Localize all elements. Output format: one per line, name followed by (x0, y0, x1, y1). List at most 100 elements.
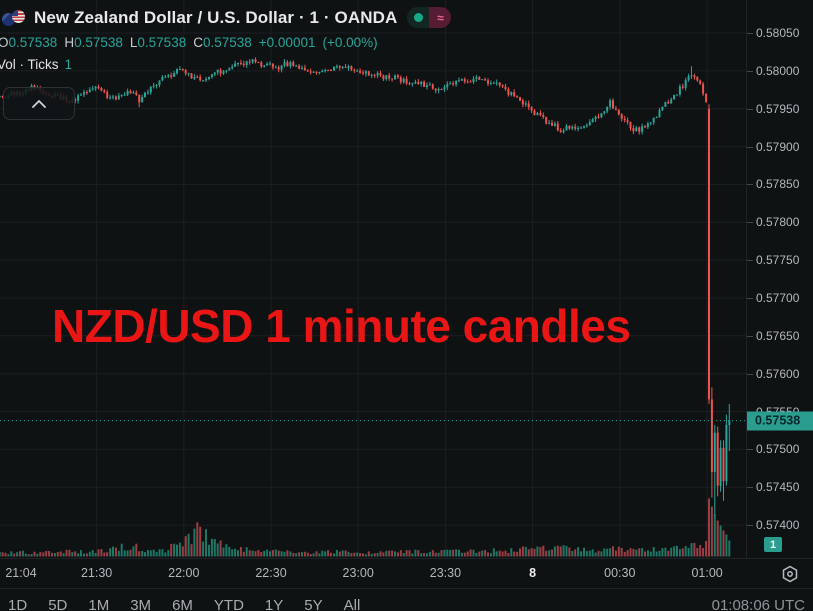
candle-body (106, 92, 109, 98)
candle-body (237, 63, 239, 64)
volume-bar (716, 520, 719, 557)
candle-body (164, 76, 167, 78)
candle-body (574, 126, 577, 129)
volume-bar (649, 551, 652, 557)
candle-body (385, 75, 388, 80)
candle-body (559, 130, 562, 133)
candlestick-chart-canvas[interactable] (0, 0, 746, 558)
symbol-title[interactable]: New Zealand Dollar / U.S. Dollar · 1 · O… (34, 7, 398, 27)
volume-bar (507, 553, 510, 557)
volume-bar (77, 553, 80, 557)
volume-bar (420, 553, 423, 557)
price-axis-tick (747, 487, 753, 489)
candle-body (208, 76, 210, 79)
symbol-row[interactable]: New Zealand Dollar / U.S. Dollar · 1 · O… (2, 7, 452, 28)
price-axis-tick (747, 449, 753, 451)
volume-bar (80, 550, 82, 557)
nzd-usd-flags-icon (2, 8, 26, 28)
candle-body (178, 69, 181, 70)
time-axis-label: 23:30 (429, 566, 462, 580)
candle-body (460, 79, 463, 81)
volume-bar (309, 554, 312, 557)
volume-bar (120, 543, 123, 557)
volume-bar (219, 540, 222, 557)
volume-bar (356, 552, 359, 557)
volume-bar (245, 547, 248, 557)
time-axis[interactable]: 21:04 21:30 22:00 22:30 23:00 23:30 8 00:30 01:0… (0, 558, 813, 589)
volume-bar (385, 550, 388, 557)
range-button-3m[interactable]: 3M (130, 597, 152, 611)
candle-body (359, 70, 362, 73)
volume-bar (469, 549, 472, 557)
volume-bar (333, 553, 335, 557)
candle-body (269, 63, 271, 65)
candle-body (463, 79, 466, 82)
volume-bar (187, 533, 190, 557)
candle-body (129, 91, 132, 94)
range-button-1y[interactable]: 1Y (264, 597, 284, 611)
volume-legend-label: Vol · Ticks (0, 57, 59, 72)
candle-body (283, 62, 286, 66)
volume-bar (362, 553, 364, 557)
range-button-ytd[interactable]: YTD (213, 597, 244, 611)
range-button-6m[interactable]: 6M (172, 597, 193, 611)
time-axis-label: 8 (529, 566, 537, 580)
volume-bar (533, 548, 536, 557)
range-button-all[interactable]: All (343, 597, 361, 611)
volume-bar (117, 550, 120, 557)
candle-body (138, 94, 141, 103)
volume-bar (693, 542, 696, 557)
volume-bar (559, 546, 562, 557)
candle-body (97, 86, 100, 89)
range-button-1d[interactable]: 1D (8, 597, 28, 611)
candle-body (123, 94, 126, 96)
price-axis[interactable]: 0.58050 0.58000 0.57950 0.57900 0.57850 0.578… (746, 0, 813, 588)
volume-bar (696, 547, 699, 557)
candle-body (77, 95, 80, 101)
candle-body (301, 67, 303, 69)
range-button-5y[interactable]: 5Y (304, 597, 323, 611)
volume-bar (91, 550, 94, 557)
volume-bar (269, 551, 271, 557)
volume-bar (492, 548, 495, 557)
volume-bar (225, 544, 228, 557)
candle-body (565, 125, 568, 131)
candle-body (690, 75, 693, 77)
range-button-1m[interactable]: 1M (88, 597, 110, 611)
volume-bar (542, 545, 545, 557)
range-button-5d[interactable]: 5D (48, 597, 68, 611)
price-axis-label: 0.57950 (756, 101, 800, 116)
bottom-toolbar: 1D 5D 1M 3M 6M YTD 1Y 5Y All 01:08:06 UTC (0, 588, 813, 611)
collapse-panel-button[interactable] (3, 87, 75, 120)
volume-bar (335, 549, 338, 557)
candle-body (519, 97, 521, 101)
volume-bar (106, 552, 109, 557)
candle-body (196, 76, 199, 78)
candle-body (649, 122, 652, 124)
volume-bar (588, 550, 591, 557)
volume-bar (123, 550, 126, 557)
volume-bar (455, 549, 458, 557)
candle-body (530, 107, 533, 111)
candle-body (420, 81, 423, 84)
candle-body (478, 77, 481, 80)
axis-settings-gear-icon[interactable] (780, 564, 800, 584)
volume-indicator-legend[interactable]: Vol · Ticks 1 (0, 57, 72, 72)
market-status-pill[interactable]: ≈ (407, 7, 452, 28)
clock-utc[interactable]: 01:08:06 UTC (711, 597, 805, 611)
candle-body (303, 67, 306, 71)
candle-body (623, 118, 626, 121)
volume-bar (152, 549, 155, 557)
volume-bar (617, 546, 620, 557)
volume-bar (100, 549, 103, 557)
candle-body (248, 61, 251, 63)
candle-body (568, 125, 571, 129)
candle-body (487, 80, 489, 84)
candle-body (504, 86, 507, 90)
open-value: 0.57538 (8, 35, 58, 50)
volume-bar (460, 552, 463, 557)
volume-bar (623, 551, 626, 557)
candle-body (455, 81, 458, 85)
volume-bar (184, 536, 187, 557)
